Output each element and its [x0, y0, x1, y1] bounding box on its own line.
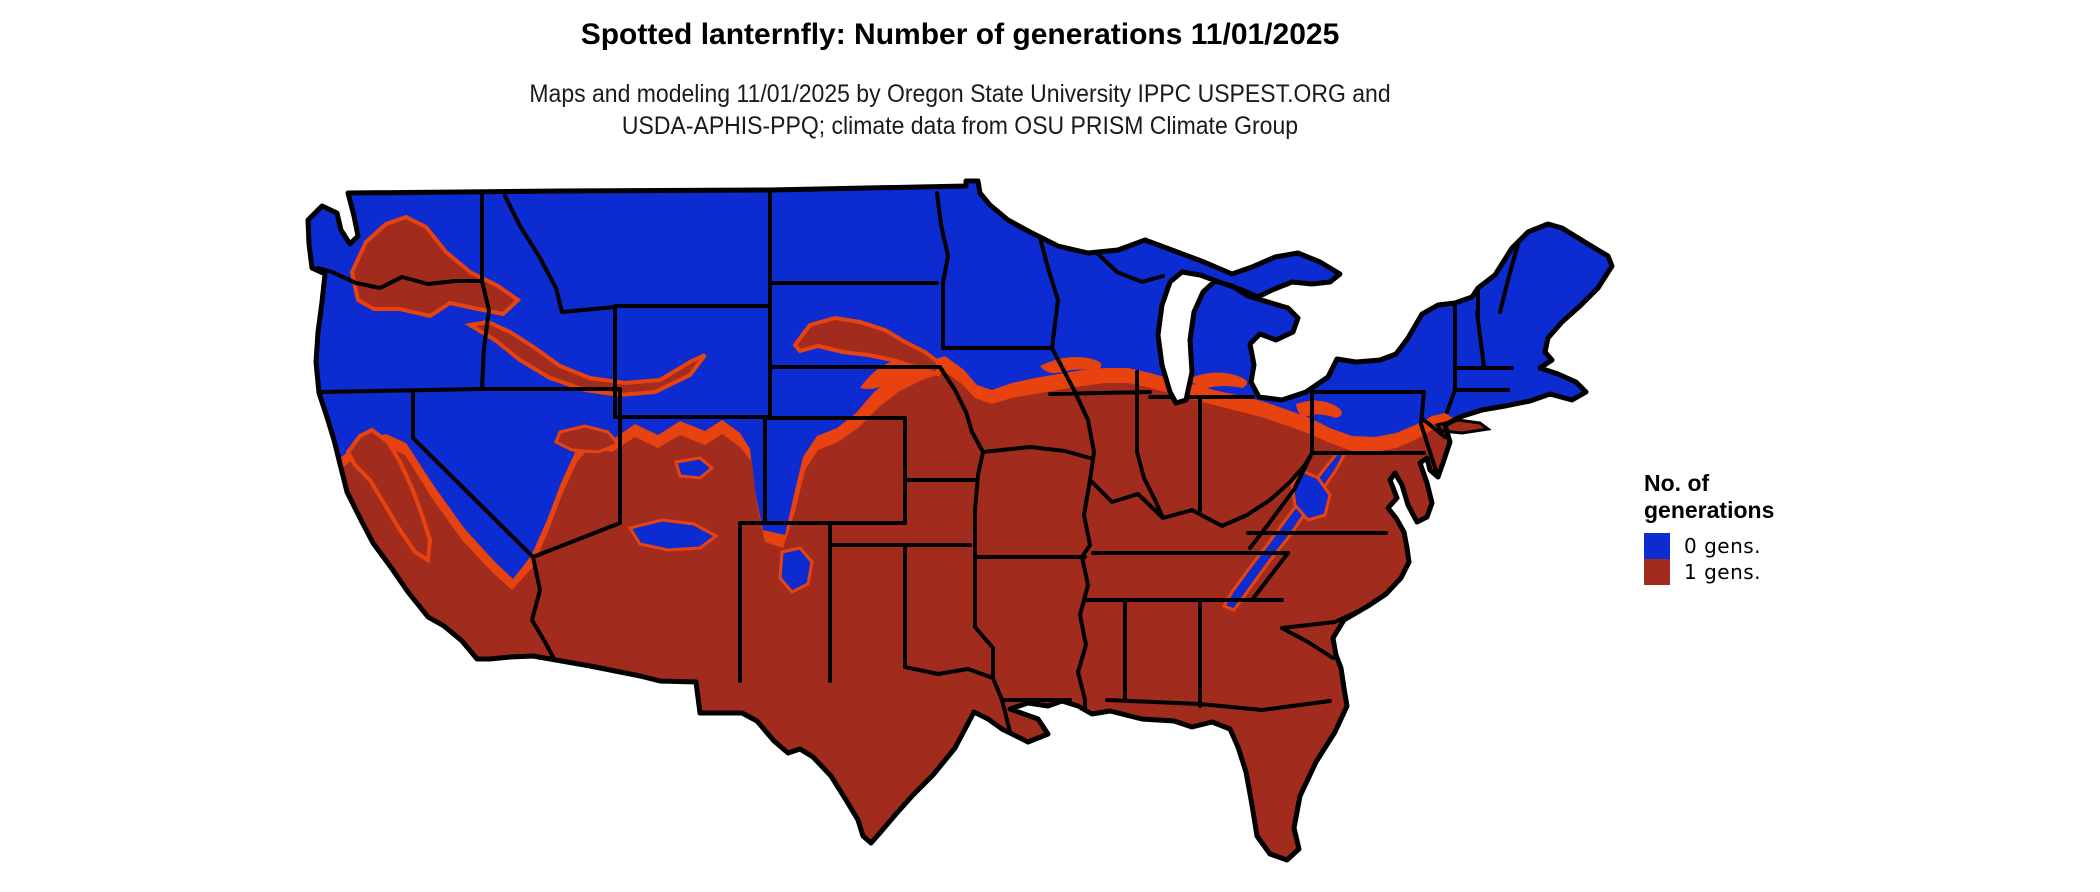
- central-valley-red-patch: [345, 427, 433, 564]
- columbia-basin-red-patch: [349, 214, 522, 319]
- legend-item-0-gens: 0 gens.: [1644, 533, 1944, 559]
- utah-blue-patch: [674, 456, 715, 480]
- snake-river-plain-red-patch: [464, 319, 707, 398]
- subtitle: Maps and modeling 11/01/2025 by Oregon S…: [77, 78, 1843, 142]
- subtitle-line-1: Maps and modeling 11/01/2025 by Oregon S…: [529, 80, 1391, 108]
- fringe-bump-4: [1296, 400, 1342, 418]
- legend-swatch-1-gens: [1644, 559, 1670, 585]
- legend-items: 0 gens. 1 gens.: [1644, 533, 1944, 585]
- subtitle-line-2: USDA-APHIS-PPQ; climate data from OSU PR…: [621, 112, 1299, 140]
- fringe-bump-3: [1190, 372, 1248, 389]
- legend-title-line-1: No. of: [1644, 470, 1710, 496]
- map-legend: No. of generations 0 gens. 1 gens.: [1644, 470, 1944, 585]
- new-mexico-blue-patch: [778, 546, 814, 594]
- legend-label-0-gens: 0 gens.: [1684, 534, 1762, 558]
- legend-swatch-0-gens: [1644, 533, 1670, 559]
- fringe-bump-2: [1040, 357, 1102, 374]
- legend-item-1-gens: 1 gens.: [1644, 559, 1944, 585]
- arizona-mogollon-blue-patch: [627, 518, 719, 552]
- legend-title: No. of generations: [1644, 470, 1944, 524]
- nevada-red-streak: [554, 424, 621, 454]
- legend-title-line-2: generations: [1644, 497, 1775, 523]
- title-band: Spotted lanternfly: Number of generation…: [0, 18, 1920, 52]
- state-borders: [316, 191, 1522, 760]
- page-title: Spotted lanternfly: Number of generation…: [580, 18, 1340, 51]
- legend-label-1-gens: 1 gens.: [1684, 560, 1762, 584]
